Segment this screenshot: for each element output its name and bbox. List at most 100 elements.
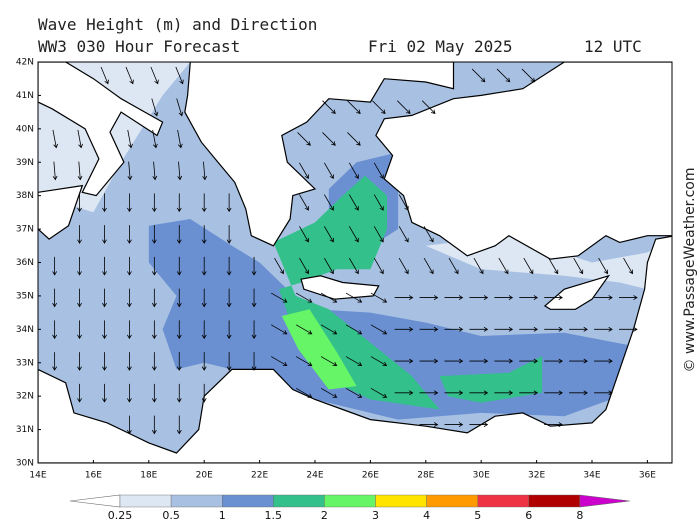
wave-arrow (373, 257, 384, 275)
lat-label: 42N (16, 58, 34, 68)
wave-arrow (394, 390, 414, 396)
colorbar-segment (273, 494, 325, 508)
colorbar-high (579, 494, 630, 508)
lat-label: 34N (16, 325, 34, 335)
wave-arrow (201, 256, 207, 276)
wave-arrow (127, 129, 133, 149)
wave-arrow (345, 324, 363, 335)
wave-arrow (320, 356, 338, 367)
wave-arrow (419, 422, 439, 427)
wave-arrow (201, 193, 207, 213)
lon-label: 14E (29, 471, 46, 481)
wave-arrow (151, 383, 157, 403)
wave-arrow (201, 352, 207, 371)
wave-arrow (295, 324, 313, 335)
wave-arrow (444, 422, 464, 427)
wave-arrow (396, 100, 411, 114)
colorbar-label: 1.5 (265, 509, 283, 522)
wave-arrow (398, 194, 409, 211)
lat-label: 35N (16, 291, 34, 301)
lat-label: 30N (16, 459, 34, 469)
map-title: Wave Height (m) and Direction (38, 15, 317, 34)
colorbar-low (69, 494, 121, 508)
wave-arrow (423, 226, 434, 243)
colorbar-label: 6 (525, 509, 532, 522)
wave-arrow (394, 358, 414, 364)
wave-arrow (370, 387, 388, 398)
wave-arrow (370, 356, 388, 367)
wave-arrow (176, 320, 182, 340)
wave-arrow (127, 415, 132, 435)
wave-arrow (373, 226, 384, 243)
wave-arrow (373, 194, 384, 211)
date-label: Fri 02 May 2025 (368, 37, 513, 56)
colorbar-segment (426, 494, 478, 508)
wave-arrow (102, 288, 107, 308)
lat-label: 31N (16, 425, 34, 435)
wave-arrow (175, 66, 184, 85)
lon-label: 24E (306, 471, 323, 481)
wave-arrow (226, 256, 232, 276)
colorbar-label: 3 (372, 509, 379, 522)
wave-arrow (202, 161, 208, 181)
wave-arrow (152, 161, 158, 181)
wave-arrow (152, 129, 158, 149)
colorbar-segment (477, 494, 530, 508)
wave-arrow (52, 352, 58, 371)
wave-arrow (469, 326, 489, 332)
wave-arrow (322, 100, 336, 114)
wave-arrow (295, 356, 313, 367)
wave-arrow (324, 226, 334, 243)
light-waves (425, 235, 672, 296)
wave-arrow (176, 288, 182, 308)
colorbar-segment (375, 494, 427, 508)
colorbar-label: 4 (423, 509, 430, 522)
wave-arrow (299, 226, 309, 243)
wave-arrow (394, 326, 414, 332)
wave-arrow (297, 132, 311, 146)
lon-label: 22E (251, 471, 268, 481)
wave-arrow (299, 162, 309, 180)
wave-arrow (251, 288, 257, 308)
wave-arrow (176, 383, 182, 403)
wave-arrow (523, 257, 534, 275)
wave-arrow (226, 352, 232, 371)
lon-label: 32E (528, 471, 545, 481)
wave-arrow (52, 129, 59, 149)
wave-arrow (619, 326, 638, 332)
wave-arrow (419, 326, 439, 332)
wave-arrow (299, 257, 309, 275)
wave-arrow (345, 356, 363, 367)
wave-arrow (423, 257, 434, 275)
lat-label: 32N (16, 392, 34, 402)
wave-arrow (419, 390, 439, 396)
wave-arrow (348, 162, 359, 180)
wave-arrow (77, 288, 82, 308)
wave-arrow (176, 98, 184, 117)
wave-arrow (494, 326, 514, 332)
wave-arrow (151, 98, 159, 117)
lat-label: 40N (16, 124, 34, 134)
wave-arrow (127, 320, 132, 340)
very-high-waves (281, 309, 357, 390)
wave-arrow (150, 66, 159, 85)
wave-arrow (52, 320, 58, 340)
colorbar-segment (528, 494, 581, 508)
wave-arrow (594, 295, 613, 300)
plot-area (38, 62, 672, 463)
wave-arrow (398, 226, 409, 243)
wave-arrow (52, 256, 58, 276)
lat-label: 33N (16, 358, 34, 368)
wave-arrow (598, 257, 609, 275)
lon-label: 16E (85, 471, 102, 481)
wave-arrow (102, 193, 107, 213)
colorbar-label: 2 (321, 509, 328, 522)
colorbar-segment (170, 494, 223, 508)
wave-arrow (176, 352, 182, 371)
wave-arrow (322, 132, 336, 146)
colorbar-segment (119, 494, 172, 508)
wave-arrow (448, 257, 459, 275)
wave-arrow (569, 326, 588, 332)
wave-arrow (177, 161, 183, 181)
